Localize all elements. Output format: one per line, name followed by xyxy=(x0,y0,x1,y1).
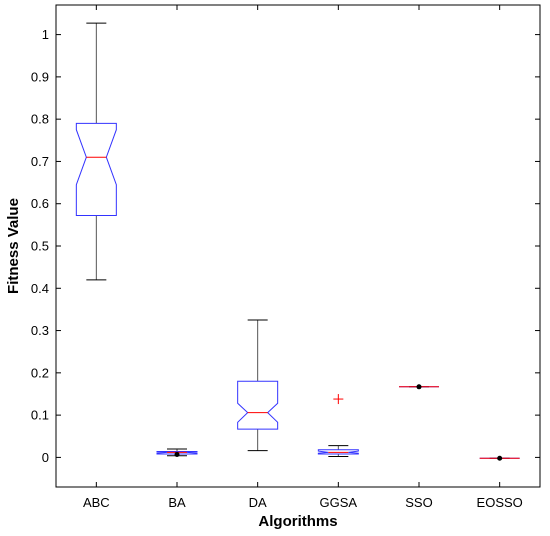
mean-marker xyxy=(497,455,503,461)
box-abc xyxy=(75,22,117,281)
mean-marker xyxy=(174,451,180,457)
y-tick-label: 0.5 xyxy=(31,239,49,254)
y-tick-label: 0.4 xyxy=(31,281,49,296)
x-tick-label: DA xyxy=(249,495,267,510)
x-tick-label: GGSA xyxy=(320,495,358,510)
box-body xyxy=(317,449,359,455)
mean-marker xyxy=(416,384,422,390)
y-tick-label: 0 xyxy=(42,450,49,465)
box-body xyxy=(75,122,117,217)
x-tick-label: EOSSO xyxy=(477,495,523,510)
box-body xyxy=(156,450,198,455)
x-tick-label: BA xyxy=(168,495,186,510)
y-tick-label: 0.9 xyxy=(31,69,49,84)
box-ba xyxy=(156,448,198,457)
box-eosso xyxy=(479,455,520,461)
y-tick-label: 0.8 xyxy=(31,112,49,127)
y-tick-label: 0.6 xyxy=(31,196,49,211)
y-tick-label: 0.7 xyxy=(31,154,49,169)
box-sso xyxy=(399,384,439,390)
x-tick-label: ABC xyxy=(83,495,110,510)
y-tick-label: 1 xyxy=(42,27,49,42)
y-tick-label: 0.3 xyxy=(31,323,49,338)
boxes-layer xyxy=(75,22,520,461)
box-body xyxy=(237,380,279,430)
y-tick-label: 0.2 xyxy=(31,365,49,380)
y-tick-label: 0.1 xyxy=(31,408,49,423)
x-tick-label: SSO xyxy=(405,495,432,510)
box-ggsa xyxy=(317,394,359,458)
y-axis: 0 0.1 0.2 0.3 0.4 0.5 0.6 0.7 0.8 0.9 1 xyxy=(31,27,540,465)
x-axis: ABC BA DA GGSA SSO EOSSO xyxy=(83,5,523,510)
y-axis-title: Fitness Value xyxy=(5,198,22,294)
x-axis-title: Algorithms xyxy=(258,513,337,530)
box-da xyxy=(237,319,279,452)
plot-area xyxy=(55,4,541,488)
